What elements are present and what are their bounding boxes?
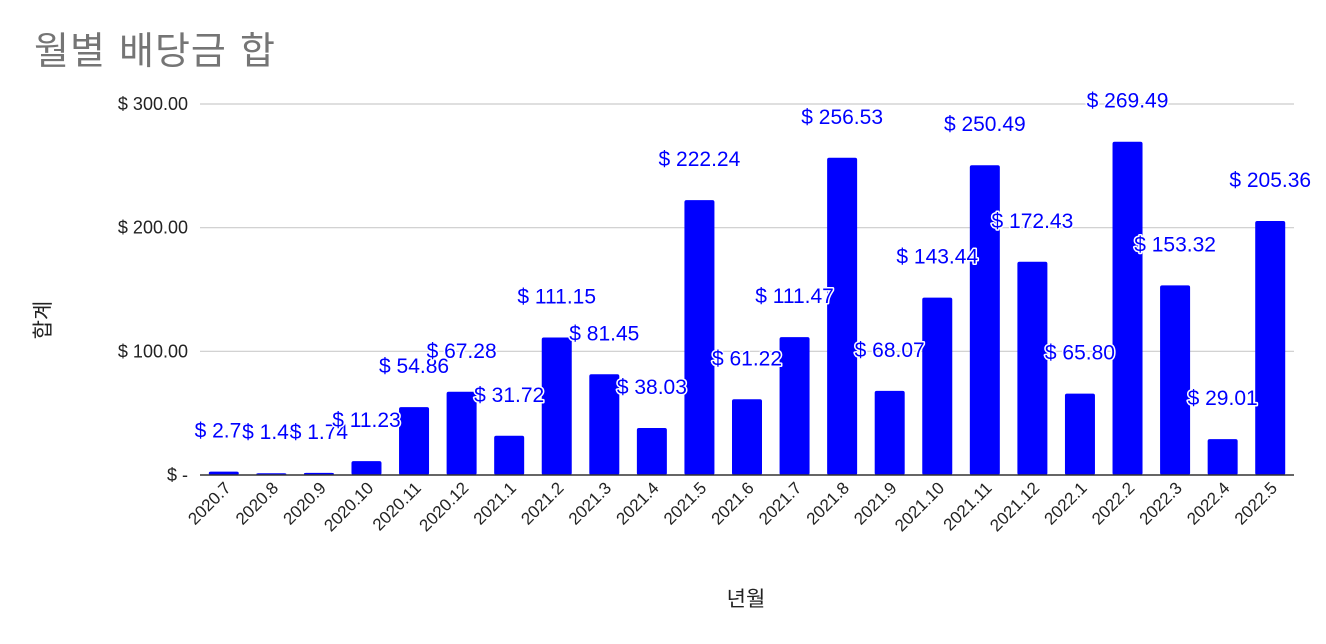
x-tick-label: 2020.12	[416, 478, 473, 535]
data-label: $ 269.49	[1087, 90, 1169, 113]
bar	[922, 297, 953, 475]
x-tick-label: 2021.2	[517, 478, 567, 528]
x-tick-label: 2022.2	[1088, 478, 1138, 528]
x-tick-label: 2022.3	[1136, 478, 1186, 528]
bar	[969, 165, 1000, 476]
y-tick-label: $ 100.00	[118, 341, 188, 361]
data-label: $ 61.22	[712, 347, 782, 370]
bar	[589, 374, 620, 475]
y-tick-label: $ 200.00	[118, 218, 188, 238]
data-label: $ 1.74	[290, 421, 349, 444]
x-axis-ticks: 2020.72020.82020.92020.102020.112020.122…	[184, 478, 1281, 535]
data-label: $ 2.73	[195, 420, 253, 443]
bar	[827, 157, 858, 475]
bar	[399, 407, 430, 475]
bar	[1017, 261, 1048, 475]
bar	[208, 471, 239, 475]
data-label: $ 205.36	[1229, 169, 1311, 192]
x-tick-label: 2020.7	[184, 478, 234, 528]
data-label: $ 67.28	[427, 340, 497, 363]
data-label: $ 111.47	[755, 285, 834, 308]
data-label: $ 143.44	[896, 246, 978, 269]
bar	[779, 337, 810, 475]
bar	[541, 337, 572, 475]
bar	[1064, 393, 1095, 475]
data-label: $ 111.15	[517, 286, 596, 309]
bar	[494, 435, 525, 475]
data-label: $ 256.53	[801, 106, 883, 129]
x-tick-label: 2020.8	[232, 478, 282, 528]
x-tick-label: 2021.5	[660, 478, 710, 528]
data-label: $ 38.03	[617, 376, 687, 399]
x-tick-label: 2021.10	[891, 478, 948, 535]
data-label: $ 250.49	[944, 113, 1026, 136]
data-label: $ 11.23	[332, 409, 401, 432]
data-label: $ 1.45	[242, 421, 300, 444]
bar	[1160, 285, 1191, 475]
x-tick-label: 2021.11	[940, 478, 996, 534]
x-tick-label: 2021.6	[708, 478, 758, 528]
x-tick-label: 2022.4	[1183, 478, 1233, 528]
x-tick-label: 2021.4	[612, 478, 662, 528]
x-axis-title: 년월	[727, 587, 766, 611]
x-tick-label: 2022.5	[1231, 478, 1281, 528]
data-label: $ 222.24	[659, 148, 741, 171]
y-axis-ticks: $ - $ 100.00 $ 200.00 $ 300.00	[118, 94, 188, 485]
data-labels: $ 2.73$ 1.45$ 1.74$ 11.23 $ 54.86$ 67.28 $…	[193, 88, 1313, 445]
chart-title: 월별 배당금 합	[34, 29, 276, 73]
x-tick-label: 2021.3	[565, 478, 615, 528]
bars	[208, 141, 1286, 476]
data-label: $ 29.01	[1188, 387, 1258, 410]
data-label: $ 65.80	[1045, 342, 1115, 365]
data-label: $ 54.86	[379, 355, 449, 378]
y-axis-title: 합계	[31, 301, 55, 340]
bar	[1255, 221, 1286, 475]
x-tick-label: 2021.7	[755, 478, 805, 528]
x-tick-label: 2020.10	[320, 478, 377, 535]
x-tick-label: 2020.11	[369, 478, 425, 534]
bar	[684, 200, 715, 475]
bar	[1112, 141, 1143, 475]
bar	[351, 461, 382, 475]
x-tick-label: 2021.8	[803, 478, 853, 528]
bar	[874, 390, 905, 475]
data-label: $ 81.45	[569, 322, 639, 345]
x-tick-label: 2022.1	[1041, 478, 1091, 528]
data-label: $ 31.72	[474, 384, 544, 407]
bar	[1207, 439, 1238, 475]
bar	[636, 427, 667, 475]
y-tick-label: $ -	[167, 465, 188, 485]
x-tick-label: 2021.12	[986, 478, 1043, 535]
y-tick-label: $ 300.00	[118, 94, 188, 114]
data-label: $ 172.43	[992, 210, 1074, 233]
bar	[732, 399, 762, 475]
gridlines	[200, 103, 1294, 352]
data-label: $ 68.07	[855, 339, 925, 362]
bar	[446, 391, 477, 475]
x-tick-label: 2021.1	[470, 478, 520, 528]
data-label: $ 153.32	[1134, 233, 1216, 256]
